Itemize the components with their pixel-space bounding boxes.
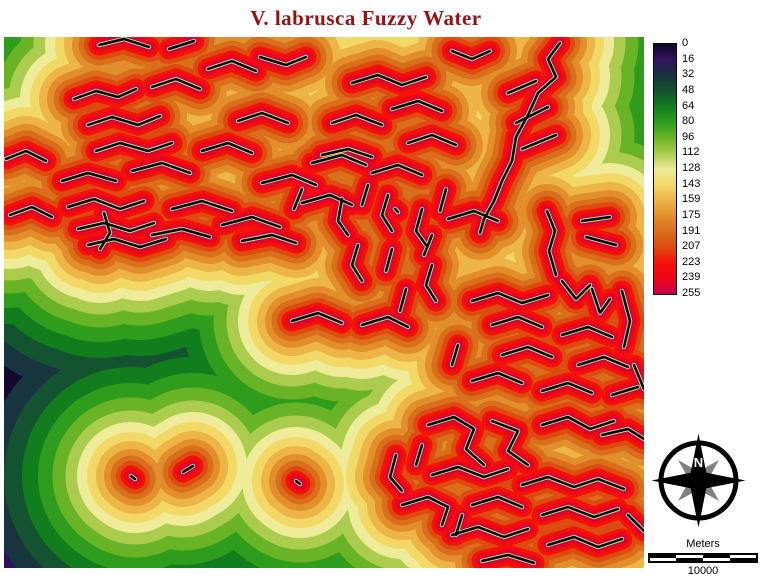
scalebar-distance-label: 10000: [687, 565, 719, 577]
legend-tick-label: 32: [682, 68, 695, 81]
legend-tick-label: 16: [682, 52, 695, 65]
legend-tick-label: 159: [682, 193, 701, 206]
legend-tick-label: 64: [682, 99, 695, 112]
legend-tick-label: 207: [682, 240, 701, 253]
legend-colorbar: [653, 43, 677, 295]
north-label: N: [694, 455, 703, 470]
legend-tick-label: 96: [682, 130, 695, 143]
north-arrow-star: [651, 433, 746, 528]
legend-tick-label: 255: [682, 287, 701, 299]
legend-tick-label: 112: [682, 146, 700, 159]
legend-tick-label: 239: [682, 271, 701, 284]
map-canvas: [4, 37, 644, 568]
legend-tick-label: 48: [682, 83, 695, 96]
compass-rose: N: [651, 433, 746, 528]
legend-labels: 0 16 32 48 64 80 96 112 128 143 159 175 191 207 223 239…: [682, 37, 727, 303]
legend-tick-label: 80: [682, 115, 695, 128]
scalebar: [648, 553, 758, 563]
scalebar-segments: [649, 554, 757, 562]
legend-tick-label: 223: [682, 255, 701, 268]
map-frame: [4, 37, 644, 568]
page-title: V. labrusca Fuzzy Water: [250, 6, 482, 30]
legend-tick-label: 191: [682, 224, 701, 237]
legend-tick-label: 0: [682, 37, 689, 49]
legend-tick-label: 143: [682, 177, 701, 190]
scalebar-units-label: Meters: [686, 538, 720, 550]
legend-tick-label: 128: [682, 162, 701, 174]
legend-tick-label: 175: [682, 208, 701, 221]
